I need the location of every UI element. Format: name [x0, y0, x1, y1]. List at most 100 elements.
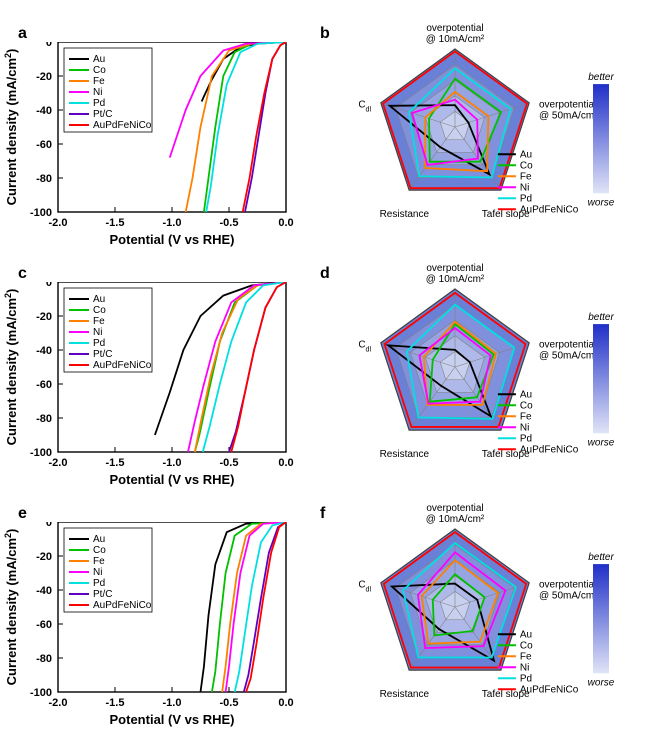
- series-AuPdFeNiCo: [246, 522, 286, 692]
- svg-text:@ 10mA/cm²: @ 10mA/cm²: [426, 274, 485, 285]
- svg-text:-0.5: -0.5: [220, 217, 239, 229]
- svg-text:Ni: Ni: [520, 422, 529, 433]
- lsv-panel-0: -2.0-1.5-1.0-0.50.0-100-80-60-40-200Pote…: [0, 42, 310, 262]
- svg-text:Pd: Pd: [520, 673, 532, 684]
- series-Ni: [226, 522, 286, 692]
- svg-text:worse: worse: [588, 437, 615, 448]
- svg-text:Fe: Fe: [520, 171, 532, 182]
- svg-text:Co: Co: [93, 305, 106, 316]
- svg-text:overpotential: overpotential: [426, 263, 483, 274]
- svg-text:Pd: Pd: [93, 338, 105, 349]
- radar-panel-1: overpotential@ 10mA/cm²overpotential@ 50…: [320, 257, 660, 487]
- svg-text:Resistance: Resistance: [380, 209, 430, 220]
- svg-text:-100: -100: [30, 207, 52, 219]
- svg-text:Ni: Ni: [93, 327, 102, 338]
- svg-text:Pd: Pd: [93, 578, 105, 589]
- radar-panel-2: overpotential@ 10mA/cm²overpotential@ 50…: [320, 497, 660, 727]
- series-PtC: [244, 522, 286, 692]
- svg-text:Current density (mA/cm2): Current density (mA/cm2): [3, 289, 19, 446]
- svg-text:-1.5: -1.5: [106, 217, 125, 229]
- svg-text:-80: -80: [36, 413, 52, 425]
- svg-text:Ni: Ni: [520, 662, 529, 673]
- svg-text:-1.0: -1.0: [163, 457, 182, 469]
- svg-text:overpotential: overpotential: [426, 23, 483, 34]
- svg-text:-40: -40: [36, 345, 52, 357]
- svg-text:@ 50mA/cm²: @ 50mA/cm²: [539, 111, 598, 122]
- series-Pd: [203, 282, 286, 452]
- series-AuPdFeNiCo: [231, 282, 286, 452]
- svg-text:Pt/C: Pt/C: [93, 589, 112, 600]
- svg-text:@ 50mA/cm²: @ 50mA/cm²: [539, 351, 598, 362]
- svg-text:-20: -20: [36, 551, 52, 563]
- svg-text:0.0: 0.0: [278, 457, 293, 469]
- svg-text:Co: Co: [93, 65, 106, 76]
- svg-text:Current density (mA/cm2): Current density (mA/cm2): [3, 49, 19, 206]
- svg-text:Pd: Pd: [520, 193, 532, 204]
- svg-text:Au: Au: [520, 629, 532, 640]
- svg-text:worse: worse: [588, 677, 615, 688]
- svg-text:@ 50mA/cm²: @ 50mA/cm²: [539, 591, 598, 602]
- svg-text:Resistance: Resistance: [380, 449, 430, 460]
- svg-text:worse: worse: [588, 197, 615, 208]
- svg-text:-1.0: -1.0: [163, 217, 182, 229]
- svg-text:overpotential: overpotential: [539, 580, 596, 591]
- svg-text:better: better: [588, 552, 614, 563]
- svg-text:overpotential: overpotential: [539, 340, 596, 351]
- svg-text:Fe: Fe: [520, 651, 532, 662]
- radar-panel-0: overpotential@ 10mA/cm²overpotential@ 50…: [320, 17, 660, 247]
- svg-text:-80: -80: [36, 173, 52, 185]
- series-Co: [204, 42, 286, 212]
- svg-text:-100: -100: [30, 447, 52, 459]
- svg-text:Cdl: Cdl: [358, 580, 371, 594]
- panel-label: d: [320, 265, 330, 283]
- svg-text:AuPdFeNiCo: AuPdFeNiCo: [520, 444, 579, 455]
- svg-text:better: better: [588, 312, 614, 323]
- svg-text:overpotential: overpotential: [539, 100, 596, 111]
- svg-text:@ 10mA/cm²: @ 10mA/cm²: [426, 34, 485, 45]
- lsv-panel-1: -2.0-1.5-1.0-0.50.0-100-80-60-40-200Pote…: [0, 282, 310, 502]
- svg-text:Co: Co: [93, 545, 106, 556]
- svg-text:-20: -20: [36, 71, 52, 83]
- svg-text:Au: Au: [93, 54, 105, 65]
- svg-text:Current density (mA/cm2): Current density (mA/cm2): [3, 529, 19, 686]
- svg-text:Pd: Pd: [93, 98, 105, 109]
- svg-text:Co: Co: [520, 160, 533, 171]
- svg-text:Potential (V vs RHE): Potential (V vs RHE): [110, 712, 235, 727]
- svg-text:-40: -40: [36, 105, 52, 117]
- svg-text:Fe: Fe: [520, 411, 532, 422]
- svg-text:Potential (V vs RHE): Potential (V vs RHE): [110, 232, 235, 247]
- svg-text:Co: Co: [520, 400, 533, 411]
- svg-text:Co: Co: [520, 640, 533, 651]
- svg-text:Ni: Ni: [93, 87, 102, 98]
- svg-text:-20: -20: [36, 311, 52, 323]
- svg-text:-0.5: -0.5: [220, 457, 239, 469]
- svg-text:0: 0: [46, 42, 52, 49]
- svg-text:better: better: [588, 72, 614, 83]
- panel-label: e: [18, 505, 27, 523]
- svg-text:AuPdFeNiCo: AuPdFeNiCo: [520, 204, 579, 215]
- svg-text:Au: Au: [520, 149, 532, 160]
- svg-text:-60: -60: [36, 139, 52, 151]
- svg-text:Cdl: Cdl: [358, 100, 371, 114]
- svg-text:0: 0: [46, 522, 52, 529]
- svg-text:0.0: 0.0: [278, 217, 293, 229]
- svg-text:-100: -100: [30, 687, 52, 699]
- series-Ni: [170, 42, 286, 158]
- svg-text:0.0: 0.0: [278, 697, 293, 709]
- svg-text:-80: -80: [36, 653, 52, 665]
- svg-text:Cdl: Cdl: [358, 340, 371, 354]
- svg-text:-60: -60: [36, 379, 52, 391]
- panel-label: a: [18, 25, 27, 43]
- svg-text:-1.5: -1.5: [106, 697, 125, 709]
- panel-label: f: [320, 505, 325, 523]
- lsv-panel-2: -2.0-1.5-1.0-0.50.0-100-80-60-40-200Pote…: [0, 522, 310, 742]
- svg-text:Au: Au: [93, 534, 105, 545]
- svg-text:Au: Au: [93, 294, 105, 305]
- svg-text:Resistance: Resistance: [380, 689, 430, 700]
- svg-text:overpotential: overpotential: [426, 503, 483, 514]
- svg-text:-40: -40: [36, 585, 52, 597]
- svg-text:Au: Au: [520, 389, 532, 400]
- svg-text:AuPdFeNiCo: AuPdFeNiCo: [520, 684, 579, 695]
- svg-text:Ni: Ni: [520, 182, 529, 193]
- svg-text:-1.5: -1.5: [106, 457, 125, 469]
